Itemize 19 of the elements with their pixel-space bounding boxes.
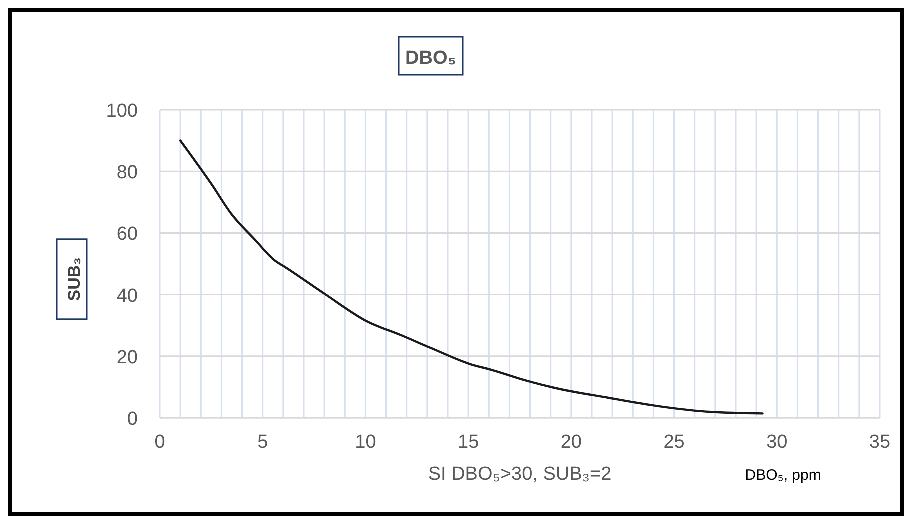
y-tick-label: 0 [127, 409, 138, 430]
y-tick-label: 80 [116, 162, 138, 184]
text: DBO₅, ppm [745, 467, 822, 484]
x-tick-label: 20 [560, 432, 582, 453]
x-tick-label: 30 [766, 432, 788, 453]
y-axis-title: SUB₃ [65, 258, 84, 302]
x-tick-label: 35 [869, 432, 891, 453]
x-tick-label: 25 [664, 432, 685, 453]
y-tick-label: 60 [116, 224, 138, 246]
x-tick-label: 10 [355, 432, 376, 453]
y-tick-label: 20 [116, 347, 138, 368]
line-series [179, 140, 764, 415]
chart-title: DBO₅ [406, 48, 456, 69]
x-tick-label: 0 [154, 432, 166, 453]
y-tick-label: 40 [116, 286, 138, 307]
x-axis-title: SI DBO₅>30, SUB₃=2 [428, 464, 612, 485]
y-tick-label: 100 [106, 101, 138, 122]
x-tick-label: 15 [458, 432, 480, 453]
x-tick-label: 5 [258, 432, 268, 453]
